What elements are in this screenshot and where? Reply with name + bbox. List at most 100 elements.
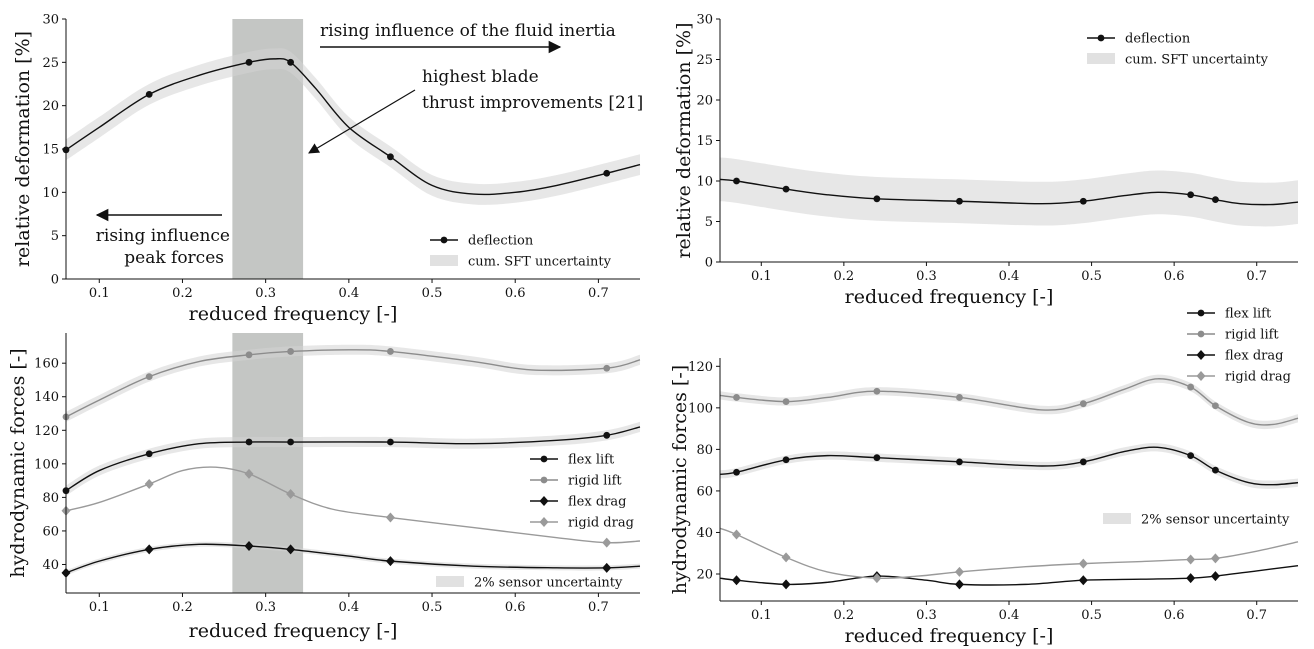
top-left-legend-band-label: cum. SFT uncertainty <box>468 255 612 270</box>
bottom-left-series-line-3 <box>65 466 641 544</box>
annotation-peak-forces-line2: peak forces <box>124 248 224 268</box>
bottom-right-point-3-2 <box>872 573 882 584</box>
bottom-left-legend-marker-1 <box>540 476 548 484</box>
top-right-legend-band-label: cum. SFT uncertainty <box>1125 53 1269 68</box>
bottom-left-point-1-5 <box>603 364 611 372</box>
bottom-left-y-tick-label-5: 140 <box>34 390 59 405</box>
bottom-right-y-tick-label-5: 120 <box>688 360 713 375</box>
bottom-right-point-2-4 <box>1078 575 1088 586</box>
bottom-right-point-3-4 <box>1078 558 1088 569</box>
annotation-blade-thrust-line2: thrust improvements [21] <box>422 93 643 113</box>
bottom-left-series-line-1 <box>65 349 641 418</box>
annotation-fluid-inertia: rising influence of the fluid inertia <box>320 21 616 41</box>
top-left-point-0-5 <box>603 169 611 177</box>
top-left-x-axis-label: reduced frequency [-] <box>189 303 398 325</box>
top-right-point-0-2 <box>873 195 881 203</box>
bottom-left-x-axis-label: reduced frequency [-] <box>189 620 398 642</box>
top-left-x-tick-label-6: 0.7 <box>588 286 609 301</box>
bottom-right-legend-marker-1 <box>1197 330 1205 338</box>
top-right-legend-label-0: deflection <box>1125 32 1191 47</box>
bottom-right-point-1-5 <box>1187 383 1195 391</box>
bottom-right-point-2-1 <box>781 579 791 590</box>
bottom-left-x-tick-label-0: 0.1 <box>89 600 110 615</box>
bottom-right-point-1-0 <box>733 394 740 401</box>
top-left-x-tick-label-1: 0.2 <box>172 286 193 301</box>
annotation-blade-thrust-line1: highest blade <box>422 67 539 87</box>
top-right-point-0-4 <box>1079 197 1087 205</box>
top-right-y-tick-label-4: 20 <box>696 94 713 109</box>
bottom-left-point-2-3 <box>286 544 296 555</box>
top-right-y-tick-label-3: 15 <box>696 134 713 149</box>
bottom-left-legend-label-0: flex lift <box>568 453 615 468</box>
bottom-left-point-0-5 <box>603 431 611 439</box>
bottom-left-point-1-4 <box>387 348 394 355</box>
bottom-right-point-2-6 <box>1210 571 1220 582</box>
bottom-right-legend-label-1: rigid lift <box>1225 328 1279 343</box>
top-left-x-tick-label-3: 0.4 <box>338 286 359 301</box>
bottom-left-legend-marker-2 <box>539 496 549 506</box>
bottom-right-point-2-0 <box>732 575 742 586</box>
bottom-right-point-0-5 <box>1187 452 1195 460</box>
bottom-left-legend-label-1: rigid lift <box>568 474 622 489</box>
bottom-left-y-tick-label-4: 120 <box>34 424 59 439</box>
bottom-right-series-line-1 <box>719 378 1299 426</box>
bottom-right-point-1-2 <box>873 387 881 395</box>
bottom-left-point-2-2 <box>244 541 254 552</box>
top-right-point-0-1 <box>782 185 790 193</box>
bottom-right-point-1-3 <box>956 394 963 401</box>
top-left-y-tick-label-5: 25 <box>42 56 59 71</box>
bottom-right-x-tick-label-5: 0.6 <box>1164 608 1185 623</box>
bottom-right-point-1-4 <box>1079 400 1087 408</box>
bottom-right-point-2-3 <box>954 579 964 590</box>
bottom-right-band-1 <box>720 374 1298 430</box>
bottom-left-point-3-1 <box>144 478 154 489</box>
bottom-right-point-0-4 <box>1079 458 1087 466</box>
top-left-point-0-1 <box>145 91 153 98</box>
bottom-right-legend-label-2: flex drag <box>1225 349 1283 364</box>
top-right-point-0-0 <box>733 177 740 185</box>
top-left-y-tick-label-1: 5 <box>51 229 59 244</box>
bottom-left-legend-marker-3 <box>539 517 549 527</box>
bottom-left-point-3-5 <box>602 537 612 548</box>
bottom-right-point-0-6 <box>1212 466 1219 474</box>
top-left-legend-label-0: deflection <box>468 234 534 249</box>
bottom-right-point-0-3 <box>956 458 963 466</box>
top-right-band-0 <box>720 157 1298 227</box>
top-right-y-tick-label-2: 10 <box>696 175 713 190</box>
bottom-left-y-tick-label-1: 60 <box>42 524 59 539</box>
top-left-x-tick-label-2: 0.3 <box>255 286 276 301</box>
bottom-left-point-0-2 <box>245 438 253 446</box>
bottom-left-legend-marker-0 <box>540 455 548 463</box>
bottom-right-legend-marker-3 <box>1196 371 1206 381</box>
top-right-x-tick-label-2: 0.3 <box>916 269 937 284</box>
bottom-left-x-tick-label-2: 0.3 <box>255 600 276 615</box>
top-left-y-tick-label-6: 30 <box>42 13 59 28</box>
bottom-left-band-1 <box>66 344 640 422</box>
top-right-x-tick-label-6: 0.7 <box>1246 269 1267 284</box>
bottom-right-point-3-1 <box>781 552 791 563</box>
bottom-left-y-tick-label-2: 80 <box>42 491 59 506</box>
bottom-left-point-0-1 <box>145 450 153 458</box>
bottom-left-x-tick-label-5: 0.6 <box>505 600 526 615</box>
top-right-y-tick-label-6: 30 <box>696 13 713 28</box>
bottom-right-legend-band-swatch <box>1103 513 1131 524</box>
annotation-peak-forces-line1: rising influence <box>96 226 230 246</box>
bottom-right-point-3-6 <box>1210 553 1220 564</box>
bottom-left-series-line-0 <box>65 426 641 492</box>
bottom-left-shaded-region <box>232 333 304 593</box>
bottom-right-x-tick-label-6: 0.7 <box>1246 608 1267 623</box>
bottom-right-point-0-2 <box>873 454 881 462</box>
top-right-x-tick-label-5: 0.6 <box>1164 269 1185 284</box>
top-left-x-tick-label-4: 0.5 <box>422 286 443 301</box>
bottom-right-series-line-0 <box>719 446 1299 486</box>
bottom-left-point-0-4 <box>387 438 394 446</box>
top-right-series-line-0 <box>719 178 1299 206</box>
bottom-left-point-2-1 <box>144 544 154 555</box>
bottom-right-point-2-5 <box>1186 573 1196 584</box>
top-right-point-0-3 <box>956 197 963 205</box>
top-right-y-tick-label-0: 0 <box>705 256 713 271</box>
top-right-y-tick-label-5: 25 <box>696 53 713 68</box>
bottom-left-legend-label-3: rigid drag <box>568 516 634 531</box>
top-right-point-0-5 <box>1187 191 1195 199</box>
